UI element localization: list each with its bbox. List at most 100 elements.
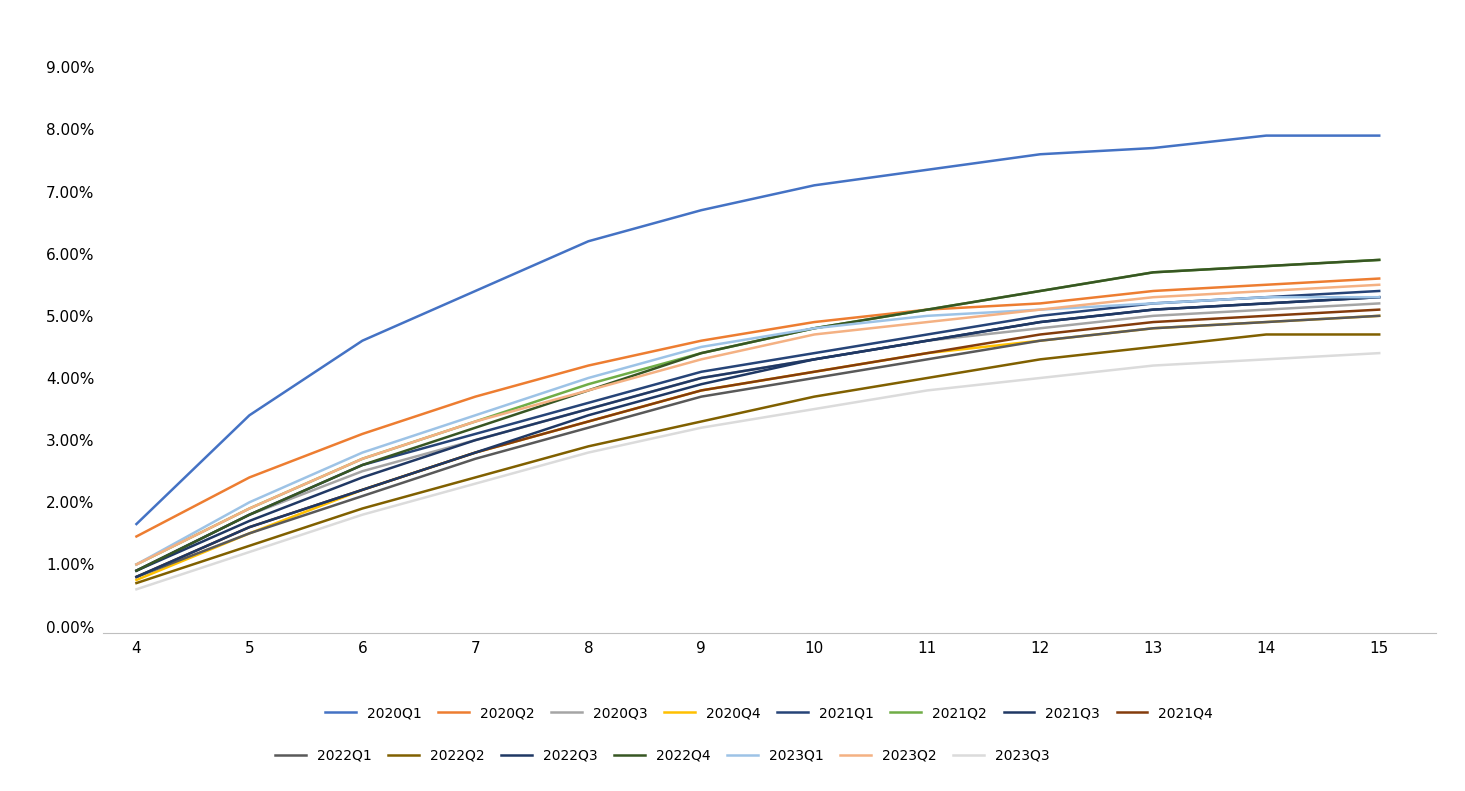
2022Q1 <box>693 392 711 401</box>
2021Q4 <box>1144 317 1162 327</box>
2022Q2 <box>580 441 598 451</box>
2021Q1 <box>1031 311 1049 320</box>
2021Q2 <box>127 560 145 570</box>
2022Q2 <box>919 373 936 383</box>
2023Q2 <box>1031 305 1049 314</box>
2023Q2 <box>580 386 598 396</box>
2021Q4 <box>693 386 711 396</box>
2023Q3 <box>1370 348 1387 358</box>
2022Q3 <box>806 354 823 364</box>
2022Q2 <box>806 392 823 401</box>
2021Q4 <box>1031 330 1049 339</box>
2021Q2 <box>806 324 823 333</box>
2020Q2 <box>1370 274 1387 283</box>
2021Q3 <box>919 336 936 346</box>
2020Q1 <box>127 519 145 528</box>
2022Q4 <box>466 423 483 433</box>
2023Q1 <box>1370 293 1387 302</box>
2021Q2 <box>1144 267 1162 277</box>
2020Q2 <box>1031 299 1049 308</box>
2020Q2 <box>240 473 258 483</box>
2021Q2 <box>353 454 371 464</box>
2021Q1 <box>353 460 371 470</box>
2021Q3 <box>127 566 145 575</box>
2021Q3 <box>466 435 483 445</box>
2021Q2 <box>240 504 258 513</box>
2023Q1 <box>240 498 258 507</box>
2023Q3 <box>806 404 823 414</box>
2021Q3 <box>1031 317 1049 327</box>
2021Q2 <box>919 305 936 314</box>
2023Q3 <box>693 423 711 433</box>
2022Q2 <box>1257 330 1275 339</box>
2021Q3 <box>1144 305 1162 314</box>
2022Q2 <box>127 578 145 588</box>
2020Q4 <box>919 348 936 358</box>
2021Q4 <box>1370 305 1387 314</box>
2020Q4 <box>1031 336 1049 346</box>
2020Q4 <box>806 367 823 377</box>
2022Q3 <box>919 336 936 346</box>
2021Q1 <box>1370 286 1387 296</box>
2022Q4 <box>580 386 598 396</box>
2021Q2 <box>1257 261 1275 271</box>
2021Q1 <box>919 330 936 339</box>
2023Q3 <box>580 448 598 457</box>
2022Q3 <box>127 572 145 581</box>
2021Q3 <box>1257 299 1275 308</box>
2021Q3 <box>1370 293 1387 302</box>
Line: 2022Q3: 2022Q3 <box>136 297 1379 577</box>
2021Q4 <box>127 572 145 581</box>
2021Q3 <box>353 473 371 483</box>
2021Q1 <box>466 430 483 439</box>
Line: 2023Q3: 2023Q3 <box>136 353 1379 589</box>
2021Q1 <box>806 348 823 358</box>
Line: 2020Q1: 2020Q1 <box>136 135 1379 524</box>
2020Q4 <box>127 575 145 585</box>
2020Q1 <box>1370 131 1387 140</box>
2021Q2 <box>1370 255 1387 265</box>
2023Q2 <box>1257 286 1275 296</box>
2021Q3 <box>240 517 258 526</box>
2022Q1 <box>1257 317 1275 327</box>
2020Q1 <box>466 286 483 296</box>
2023Q2 <box>353 454 371 464</box>
2023Q2 <box>806 330 823 339</box>
2021Q1 <box>580 398 598 407</box>
2022Q2 <box>353 504 371 513</box>
Line: 2020Q3: 2020Q3 <box>136 304 1379 570</box>
2021Q4 <box>919 348 936 358</box>
2022Q3 <box>693 380 711 389</box>
2020Q2 <box>1144 286 1162 296</box>
2023Q1 <box>919 311 936 320</box>
2022Q2 <box>1144 343 1162 352</box>
Line: 2021Q4: 2021Q4 <box>136 309 1379 577</box>
Line: 2020Q2: 2020Q2 <box>136 278 1379 536</box>
2020Q1 <box>1257 131 1275 140</box>
2022Q2 <box>240 541 258 551</box>
2020Q4 <box>1370 311 1387 320</box>
2021Q2 <box>580 380 598 389</box>
2020Q2 <box>466 392 483 401</box>
2022Q3 <box>466 448 483 457</box>
2020Q4 <box>240 528 258 538</box>
2022Q3 <box>1257 299 1275 308</box>
2022Q3 <box>240 522 258 532</box>
2023Q1 <box>580 373 598 383</box>
2020Q3 <box>1257 305 1275 314</box>
2021Q2 <box>693 348 711 358</box>
2022Q4 <box>919 305 936 314</box>
2020Q4 <box>1257 317 1275 327</box>
2020Q3 <box>919 336 936 346</box>
2022Q2 <box>693 417 711 426</box>
2020Q3 <box>240 510 258 520</box>
2022Q1 <box>353 491 371 501</box>
2021Q4 <box>1257 311 1275 320</box>
Legend: 2022Q1, 2022Q2, 2022Q3, 2022Q4, 2023Q1, 2023Q2, 2023Q3: 2022Q1, 2022Q2, 2022Q3, 2022Q4, 2023Q1, … <box>275 749 1049 763</box>
2021Q3 <box>580 404 598 414</box>
2022Q3 <box>1370 293 1387 302</box>
2020Q2 <box>127 532 145 541</box>
2021Q3 <box>693 373 711 383</box>
2022Q3 <box>580 411 598 420</box>
2020Q3 <box>806 354 823 364</box>
